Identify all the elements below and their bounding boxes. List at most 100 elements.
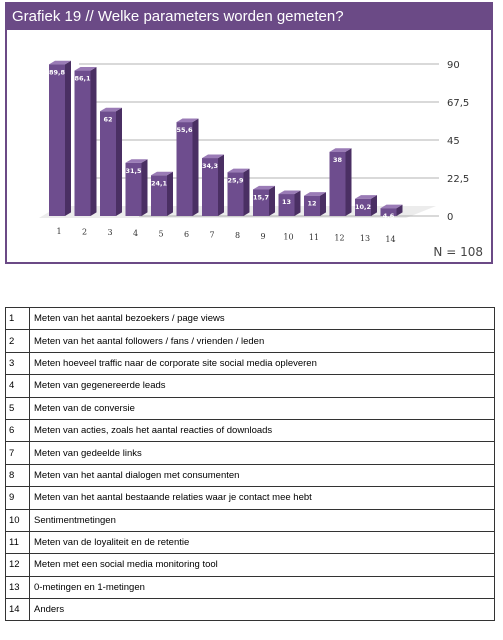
x-tick-label: 9 [260, 232, 265, 241]
row-number: 5 [5, 396, 30, 420]
row-number: 12 [5, 553, 30, 577]
bar-value-label: 34,3 [202, 162, 218, 170]
table-row: 2 Meten van het aantal followers / fans /… [5, 329, 495, 353]
x-tick-label: 7 [209, 231, 214, 240]
x-tick-label: 10 [283, 232, 293, 241]
chart-title: Grafiek 19 // Welke parameters worden ge… [7, 4, 491, 30]
row-number: 10 [5, 508, 30, 532]
bar-value-label: 55,6 [176, 126, 193, 134]
table-row: 6 Meten van acties, zoals het aantal reac… [5, 418, 495, 443]
bar-value-label: 38 [333, 156, 343, 164]
bar-side [167, 171, 173, 216]
row-number: 7 [5, 441, 30, 465]
table-row: 9 Meten van het aantal bestaande relaties… [5, 486, 495, 510]
row-description: Sentimentmetingen [29, 508, 495, 532]
table-row: 10 Sentimentmetingen [5, 508, 495, 532]
x-tick-label: 3 [107, 228, 112, 237]
bar-top [253, 185, 275, 190]
bar-top [380, 204, 403, 209]
bar [151, 175, 167, 216]
x-tick-label: 13 [360, 234, 370, 243]
bar-side [371, 195, 377, 216]
bar-top [49, 60, 71, 65]
bar [304, 195, 320, 216]
table-row: 13 0-metingen en 1-metingen [5, 575, 495, 600]
bar-side [396, 204, 403, 216]
bar [49, 64, 65, 217]
bar [125, 162, 142, 216]
y-tick-label: 90 [447, 60, 460, 71]
row-description: Meten van het aantal dialogen met consum… [29, 463, 495, 488]
row-number: 14 [5, 598, 30, 622]
x-tick-label: 11 [309, 233, 319, 242]
bar-chart: 0 22,5 45 67,5 90 89,8 1 86,1 2 62 3 31,5 4 24,1 5 55,6… [39, 60, 469, 244]
y-tick-label: 67,5 [447, 98, 469, 109]
bar-value-label: 12 [307, 200, 316, 208]
bar-side [294, 190, 301, 216]
y-tick-label: 45 [447, 136, 460, 147]
bar-top [278, 190, 301, 195]
bar-top [202, 154, 224, 159]
x-tick-label: 14 [385, 235, 395, 244]
bar [380, 208, 397, 216]
x-tick-label: 1 [56, 227, 61, 236]
y-tick-label: 0 [447, 212, 453, 223]
table-row: 7 Meten van gedeelde links [5, 441, 495, 465]
sample-size-label: N = 108 [433, 245, 483, 259]
row-description: Meten van het aantal followers / fans / … [29, 329, 495, 353]
row-number: 1 [5, 306, 30, 331]
table-row: 8 Meten van het aantal dialogen met consu… [5, 463, 495, 488]
bar-value-label: 13 [282, 198, 291, 206]
bar-side [320, 192, 326, 216]
table-row: 1 Meten van het aantal bezoekers / page v… [5, 306, 495, 331]
bar-side [116, 107, 122, 216]
chart-panel: Grafiek 19 // Welke parameters worden ge… [5, 2, 493, 264]
row-description: Anders [29, 598, 495, 622]
row-number: 4 [5, 374, 30, 398]
bar-side [65, 60, 71, 216]
row-description: 0-metingen en 1-metingen [29, 575, 495, 600]
x-tick-label: 6 [184, 230, 189, 239]
row-description: Meten van het aantal bezoekers / page vi… [29, 306, 495, 331]
x-tick-label: 5 [158, 229, 163, 238]
bar-value-label: 86,1 [74, 75, 91, 83]
bar-top [304, 192, 326, 196]
bar-side [345, 148, 352, 216]
row-description: Meten van gegenereerde leads [29, 374, 495, 398]
bar-top [151, 171, 173, 176]
row-description: Meten hoeveel traffic naar de corporate … [29, 351, 495, 376]
bar [278, 194, 295, 216]
bar [329, 151, 346, 216]
table-row: 4 Meten van gegenereerde leads [5, 374, 495, 398]
bar-top [355, 195, 377, 199]
bar [355, 198, 371, 216]
bar-side [192, 118, 199, 216]
bar [253, 189, 269, 216]
bar [100, 111, 116, 216]
table-row: 5 Meten van de conversie [5, 396, 495, 420]
row-description: Meten van de conversie [29, 396, 495, 420]
bar-top [176, 118, 199, 123]
bar-value-label: 4,6 [383, 212, 395, 220]
bar-side [243, 168, 250, 216]
bar-side [90, 66, 97, 216]
x-tick-label: 4 [133, 229, 138, 238]
row-description: Meten van het aantal bestaande relaties … [29, 486, 495, 510]
bar [176, 122, 193, 216]
row-description: Meten van acties, zoals het aantal react… [29, 418, 495, 443]
table-row: 14 Anders [5, 598, 495, 622]
row-number: 8 [5, 463, 30, 488]
bar-value-label: 10,2 [355, 203, 371, 211]
row-number: 3 [5, 351, 30, 376]
bar-value-label: 89,8 [49, 68, 66, 76]
bar-value-label: 62 [103, 115, 112, 123]
x-tick-label: 2 [82, 228, 87, 237]
bar-top [74, 66, 97, 71]
legend-table: 1 Meten van het aantal bezoekers / page v… [5, 306, 495, 622]
bar-value-label: 25,9 [227, 176, 244, 184]
bar-side [141, 159, 148, 216]
row-number: 9 [5, 486, 30, 510]
bar-value-label: 31,5 [125, 167, 142, 175]
row-description: Meten met een social media monitoring to… [29, 553, 495, 577]
bar-top [125, 159, 148, 163]
